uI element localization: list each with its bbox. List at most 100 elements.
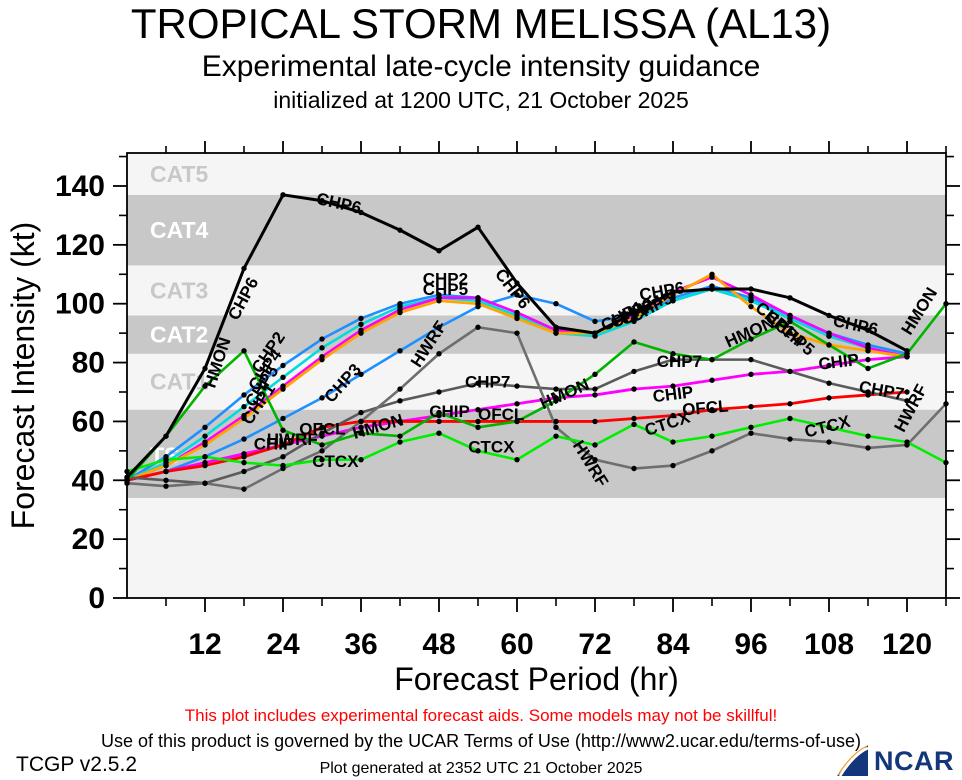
data-point-marker (670, 462, 676, 469)
data-point-marker (748, 298, 754, 304)
data-point-marker (202, 480, 208, 486)
x-tick-label: 120 (882, 628, 932, 661)
data-point-marker (319, 442, 325, 448)
line-label-chip: CHIP (429, 402, 470, 421)
data-point-marker (436, 324, 442, 330)
data-point-marker (865, 433, 871, 439)
data-point-marker (436, 248, 442, 254)
data-point-marker (358, 409, 364, 416)
data-point-marker (514, 401, 520, 407)
data-point-marker (397, 386, 403, 392)
data-point-marker (358, 371, 364, 378)
data-point-marker (631, 315, 637, 322)
data-point-marker (319, 430, 325, 436)
data-point-marker (748, 356, 754, 363)
data-point-marker (631, 368, 637, 375)
line-label-chip: CHIP (254, 434, 295, 453)
data-point-marker (787, 330, 793, 336)
data-point-marker (787, 436, 793, 442)
data-point-marker (241, 348, 247, 354)
data-point-marker (436, 430, 442, 436)
data-point-marker (826, 362, 832, 369)
data-point-marker (202, 383, 208, 389)
data-point-marker (475, 406, 481, 413)
data-point-marker (592, 386, 598, 392)
model-line-ctcx (125, 417, 948, 473)
data-point-marker (280, 386, 286, 392)
data-point-marker (202, 462, 208, 469)
data-point-marker (904, 348, 910, 354)
model-line-hwrf (125, 325, 948, 491)
data-point-marker (670, 412, 676, 419)
data-point-marker (592, 456, 598, 463)
y-tick-label: 20 (72, 523, 105, 556)
tcgp-version-label: TCGP v2.5.2 (16, 753, 137, 776)
x-tick-label: 36 (344, 628, 377, 661)
line-label-hwrf: HWRF (267, 430, 318, 449)
data-point-marker (397, 398, 403, 404)
data-point-marker (553, 398, 559, 404)
data-point-marker (358, 209, 364, 216)
ncar-logo-text: NCAR (874, 745, 954, 776)
ncar-logo-icon (837, 745, 869, 777)
data-point-marker (592, 392, 598, 398)
data-point-marker (397, 348, 403, 354)
line-label-chip: CHIP (652, 382, 695, 406)
y-tick-label: 120 (55, 229, 105, 262)
line-label-ofcl: OFCL (299, 420, 345, 439)
data-point-marker (280, 362, 286, 369)
data-point-marker (553, 418, 559, 425)
data-point-marker (865, 348, 871, 354)
line-label-ofcl: OFCL (478, 405, 524, 424)
data-point-marker (280, 415, 286, 422)
data-point-marker (163, 433, 169, 439)
data-point-marker (904, 389, 910, 395)
data-point-marker (670, 351, 676, 357)
x-tick-label: 24 (266, 628, 300, 661)
data-point-marker (826, 330, 832, 336)
data-point-marker (709, 356, 715, 363)
category-band-label: CAT3 (150, 277, 208, 303)
data-point-marker (358, 456, 364, 463)
data-point-marker (826, 312, 832, 319)
data-point-marker (748, 292, 754, 298)
data-point-marker (397, 439, 403, 445)
y-tick-label: 80 (72, 347, 105, 380)
y-tick-label: 0 (88, 582, 105, 615)
data-point-marker (592, 418, 598, 425)
data-point-marker (514, 315, 520, 322)
line-label-chp7: CHP7 (465, 373, 510, 392)
data-point-marker (865, 365, 871, 372)
data-point-marker (358, 424, 364, 431)
data-point-marker (475, 224, 481, 230)
x-tick-label: 108 (804, 628, 854, 661)
data-point-marker (670, 298, 676, 304)
data-point-marker (787, 415, 793, 422)
y-tick-label: 100 (55, 288, 105, 321)
data-point-marker (787, 318, 793, 325)
data-point-marker (592, 330, 598, 336)
data-point-marker (631, 421, 637, 428)
data-point-marker (163, 468, 169, 475)
data-point-marker (865, 445, 871, 451)
data-point-marker (319, 198, 325, 204)
data-point-marker (397, 227, 403, 233)
data-point-marker (241, 454, 247, 460)
y-axis-title: Forecast Intensity (kt) (5, 222, 41, 530)
data-point-marker (241, 459, 247, 466)
data-point-marker (202, 365, 208, 372)
line-label-chp2: CHP2 (423, 270, 468, 289)
data-point-marker (514, 309, 520, 316)
data-point-marker (358, 430, 364, 436)
data-point-marker (280, 374, 286, 380)
data-point-marker (163, 483, 169, 489)
ncar-logo: NCAR (834, 744, 954, 778)
data-point-marker (631, 465, 637, 472)
category-band-label: CAT5 (150, 161, 209, 187)
data-point-marker (475, 424, 481, 431)
experimental-warning-text: This plot includes experimental forecast… (184, 706, 778, 725)
data-point-marker (397, 309, 403, 316)
data-point-marker (553, 324, 559, 330)
data-point-marker (709, 271, 715, 277)
